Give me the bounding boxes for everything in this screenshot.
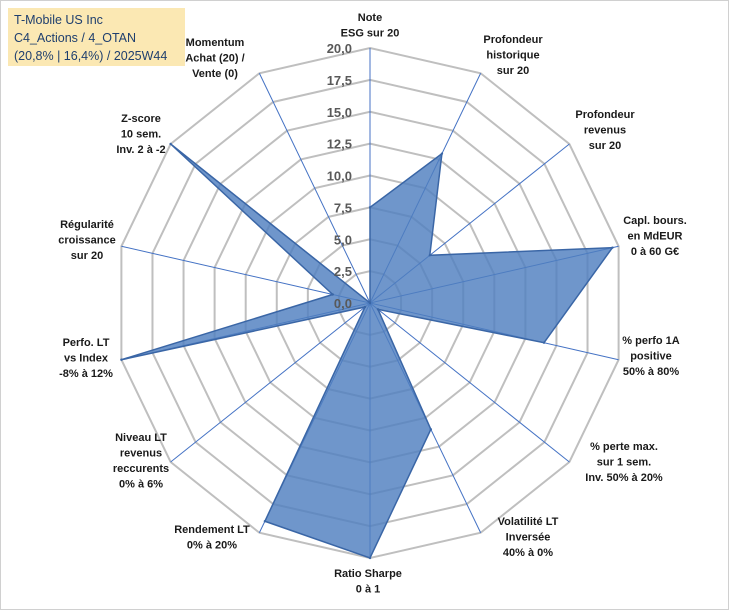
title-category: C4_Actions / 4_OTAN	[14, 31, 137, 45]
category-label: Note ESG sur 20	[341, 12, 400, 40]
category-label-line: 10 sem.	[121, 129, 161, 141]
category-label: Volatilité LT Inversée 40% à 0%	[498, 516, 559, 559]
category-label-line: Vente (0)	[192, 68, 238, 80]
category-label-line: % perfo 1A	[622, 335, 680, 347]
category-label-line: vs Index	[64, 353, 109, 365]
category-label: Z-score 10 sem. Inv. 2 à -2	[116, 113, 165, 156]
chart-title-box: T-Mobile US Inc C4_Actions / 4_OTAN (20,…	[8, 8, 185, 66]
tick-label: 5,0	[334, 232, 352, 247]
category-label-line: Profondeur	[483, 34, 543, 46]
category-label-line: Inversée	[506, 532, 551, 544]
category-label-line: Note	[358, 12, 382, 24]
category-label-line: % perte max.	[590, 441, 658, 453]
category-label-line: Achat (20) /	[185, 53, 244, 65]
category-label: Niveau LT revenus reccurents 0% à 6%	[113, 432, 169, 491]
category-label-line: sur 20	[71, 250, 103, 262]
category-label-line: en MdEUR	[628, 231, 683, 243]
category-label-line: 40% à 0%	[503, 547, 553, 559]
category-label: Profondeur revenus sur 20	[575, 109, 635, 152]
category-label-line: Régularité	[60, 219, 114, 231]
category-label-line: positive	[630, 351, 672, 363]
tick-label: 7,5	[334, 200, 352, 215]
category-label: Ratio Sharpe 0 à 1	[334, 568, 402, 596]
category-label: Régularité croissance sur 20	[58, 219, 115, 262]
tick-label: 0,0	[334, 296, 352, 311]
category-label-line: 0 à 1	[356, 584, 380, 596]
category-label: Profondeur historique sur 20	[483, 34, 543, 77]
tick-label: 20,0	[327, 41, 352, 56]
category-label-line: sur 20	[497, 65, 529, 77]
axis-spoke	[369, 302, 570, 463]
data-point	[368, 206, 372, 209]
data-point	[120, 358, 123, 361]
data-point	[428, 254, 432, 257]
axis-spoke	[258, 73, 371, 304]
data-point	[331, 293, 334, 296]
data-point	[611, 246, 614, 249]
category-label-line: revenus	[584, 125, 626, 137]
category-label: % perfo 1A positive 50% à 80%	[622, 335, 680, 378]
tick-label: 12,5	[327, 137, 352, 152]
tick-label: 15,0	[327, 105, 352, 120]
data-point	[169, 142, 172, 146]
category-label-line: historique	[486, 50, 539, 62]
data-point	[368, 556, 372, 560]
category-label-line: -8% à 12%	[59, 368, 113, 380]
data-point	[376, 308, 380, 311]
category-label-line: revenus	[120, 448, 162, 460]
category-label-line: 0 à 60 G€	[631, 246, 679, 258]
category-label-line: croissance	[58, 235, 115, 247]
data-point	[440, 152, 444, 155]
category-label-line: reccurents	[113, 463, 169, 475]
category-label: Rendement LT 0% à 20%	[174, 524, 250, 552]
tick-label: 2,5	[334, 264, 352, 279]
category-label-line: Volatilité LT	[498, 516, 559, 528]
category-label-line: sur 20	[589, 140, 621, 152]
data-point	[263, 520, 267, 523]
category-label: Momentum Achat (20) / Vente (0)	[185, 37, 244, 80]
data-point	[368, 301, 372, 305]
category-label-line: Perfo. LT	[63, 337, 110, 349]
data-point	[363, 305, 367, 309]
category-label-line: Inv. 50% à 20%	[585, 472, 663, 484]
data-point	[542, 341, 546, 344]
title-stats: (20,8% | 16,4%) / 2025W44	[14, 49, 168, 63]
category-label-line: 50% à 80%	[623, 366, 679, 378]
category-label-line: ESG sur 20	[341, 28, 400, 40]
category-label-line: Momentum	[186, 37, 245, 49]
category-label-line: sur 1 sem.	[597, 457, 651, 469]
series-area	[121, 143, 614, 559]
tick-label: 10,0	[327, 169, 352, 184]
axis-spoke	[170, 302, 371, 463]
category-label-line: Niveau LT	[115, 432, 167, 444]
category-label-line: Inv. 2 à -2	[116, 144, 165, 156]
category-label: % perte max. sur 1 sem. Inv. 50% à 20%	[585, 441, 663, 484]
category-label-line: Capl. bours.	[623, 215, 687, 227]
axis-spoke	[121, 245, 371, 304]
category-label: Perfo. LT vs Index -8% à 12%	[59, 337, 113, 380]
category-label-line: 0% à 20%	[187, 540, 237, 552]
tick-label: 17,5	[327, 73, 352, 88]
category-label-line: Ratio Sharpe	[334, 568, 402, 580]
category-label-line: Z-score	[121, 113, 161, 125]
category-label-line: Rendement LT	[174, 524, 250, 536]
category-label-line: 0% à 6%	[119, 479, 163, 491]
category-label: Capl. bours. en MdEUR 0 à 60 G€	[623, 215, 687, 258]
category-label-line: Profondeur	[575, 109, 635, 121]
data-point	[429, 428, 433, 431]
title-company: T-Mobile US Inc	[14, 13, 103, 27]
